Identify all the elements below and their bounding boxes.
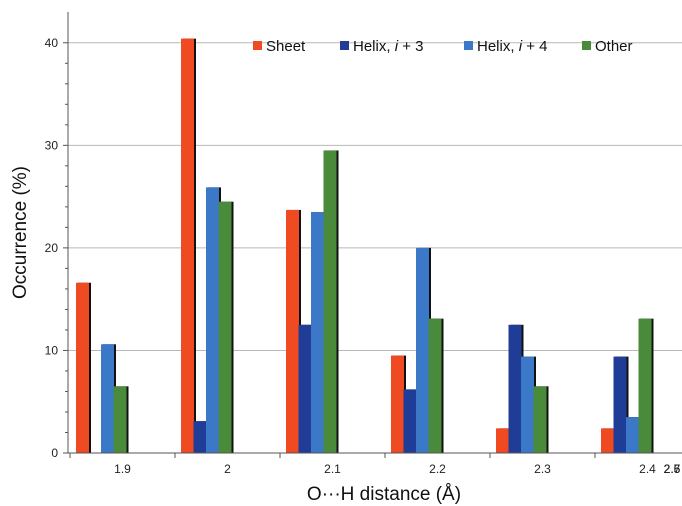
bar: [113, 386, 127, 453]
legend-label: Helix, i + 4: [477, 38, 547, 55]
x-tick-label: 2: [224, 462, 231, 476]
bar: [601, 428, 614, 453]
bar: [428, 318, 442, 453]
x-tick-label: 1.9: [114, 462, 131, 476]
y-tick-label: 10: [45, 343, 59, 357]
bar: [638, 318, 652, 453]
bar: [76, 282, 89, 453]
bar: [496, 428, 509, 453]
x-tick-label: 2.4: [639, 462, 656, 476]
bar: [298, 324, 312, 453]
bar: [181, 38, 194, 454]
bar: [323, 150, 337, 453]
bar: [193, 421, 207, 453]
bar: [521, 356, 534, 453]
bar: [218, 201, 232, 453]
legend-swatch: [340, 41, 349, 50]
x-tick-label: 2.6: [664, 462, 681, 476]
legend-swatch: [582, 41, 591, 50]
bar: [416, 247, 429, 453]
bar: [613, 356, 627, 453]
bar: [626, 417, 639, 453]
y-tick-label: 30: [45, 138, 59, 152]
bar: [508, 324, 522, 453]
x-tick-label: 2.5: [664, 462, 681, 476]
gridlines: [68, 42, 682, 351]
bar: [101, 344, 114, 453]
bar: [391, 355, 404, 453]
legend-label: Other: [595, 38, 633, 55]
bar: [286, 209, 299, 453]
legend-label: Helix, i + 3: [353, 38, 423, 55]
x-axis-title: O···H distance (Å): [307, 484, 461, 505]
y-tick-label: 40: [45, 36, 59, 50]
x-tick-label: 2.1: [324, 462, 341, 476]
y-tick-label: 20: [45, 241, 59, 255]
y-axis-title: Occurrence (%): [10, 166, 31, 299]
legend: Sheet Helix, i + 3 Helix, i + 4 Other: [253, 38, 633, 55]
legend-swatch: [253, 41, 262, 50]
bar: [533, 386, 547, 453]
x-tick-label: 2.7: [664, 462, 681, 476]
bar: [311, 211, 324, 453]
y-tick-label: 0: [51, 446, 58, 460]
bar-marks: [76, 38, 654, 454]
legend-swatch: [464, 41, 473, 50]
x-tick-label: 2.2: [429, 462, 446, 476]
bar: [206, 187, 219, 453]
y-tick-labels: 0 10 20 30 40: [45, 36, 59, 460]
x-tick-labels: 1.9 2 2.1 2.2 2.3 2.4 2.52.62.7: [114, 462, 681, 476]
bar: [403, 389, 417, 453]
legend-label: Sheet: [266, 38, 306, 55]
x-tick-label: 2.3: [534, 462, 551, 476]
axes: [63, 12, 682, 458]
